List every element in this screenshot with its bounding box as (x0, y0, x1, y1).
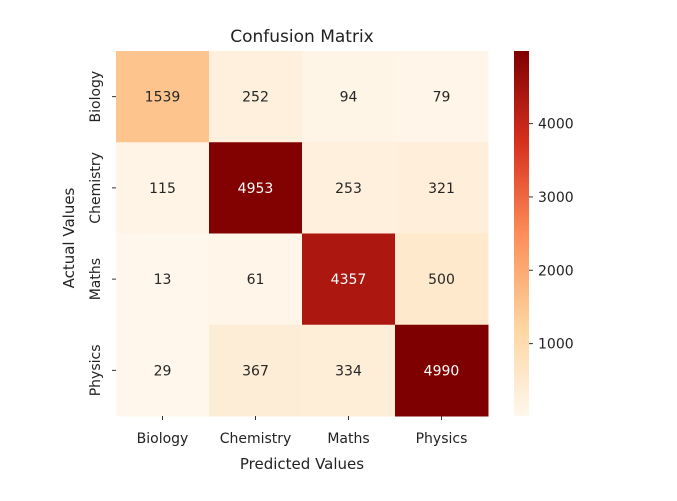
cell-value-label-0-0: 1539 (145, 90, 181, 106)
heatmap-cell-0-3 (395, 51, 489, 143)
heatmap-cell-0-2 (302, 51, 396, 143)
y-tick-label-3: Physics (88, 344, 104, 396)
heatmap-cell-2-0 (116, 233, 210, 326)
heatmap-cell-3-2 (302, 324, 396, 417)
y-axis-ticks: Biology Chemistry Maths Physics (88, 71, 116, 396)
heatmap-cell-1-2 (302, 142, 396, 234)
colorbar-tick-label-0: 1000 (538, 337, 574, 353)
colorbar-ticks: 1000 2000 3000 4000 (529, 117, 574, 353)
x-tick-label-2: Maths (327, 431, 369, 447)
heatmap-cell-1-0 (116, 142, 210, 234)
cell-value-label-3-0: 29 (154, 363, 172, 379)
x-tick-label-3: Physics (416, 431, 468, 447)
cell-value-label-1-1: 4953 (238, 181, 274, 197)
cell-value-label-0-3: 79 (433, 90, 451, 106)
y-tick-label-0: Biology (88, 71, 104, 123)
cell-value-label-0-2: 94 (340, 90, 358, 106)
cell-value-label-1-3: 321 (428, 181, 455, 197)
heatmap-cell-3-1 (209, 324, 303, 417)
cell-value-label-2-2: 4357 (331, 272, 367, 288)
heatmap-cell-0-1 (209, 51, 303, 143)
x-axis-label: Predicted Values (240, 455, 364, 473)
cell-value-label-2-0: 13 (154, 272, 172, 288)
y-tick-label-2: Maths (88, 258, 104, 300)
cell-value-label-2-3: 500 (428, 272, 455, 288)
heatmap-cell-2-2 (302, 233, 396, 326)
cell-value-label-0-1: 252 (242, 90, 269, 106)
heatmap-cell-2-3 (395, 233, 489, 326)
x-tick-label-0: Biology (137, 431, 189, 447)
heatmap-cell-0-0 (116, 51, 210, 143)
cell-value-label-3-3: 4990 (424, 363, 460, 379)
colorbar-tick-label-2: 3000 (538, 190, 574, 206)
y-axis-label: Actual Values (60, 187, 78, 288)
cell-value-label-3-1: 367 (242, 363, 269, 379)
colorbar (514, 51, 529, 416)
chart-title: Confusion Matrix (230, 27, 374, 47)
cell-value-label-3-2: 334 (335, 363, 362, 379)
heatmap-cell-1-1 (209, 142, 303, 234)
cell-value-label-2-1: 61 (247, 272, 265, 288)
colorbar-tick-label-1: 2000 (538, 263, 574, 279)
heatmap-cell-2-1 (209, 233, 303, 326)
cell-value-label-1-2: 253 (335, 181, 362, 197)
heatmap-cell-3-0 (116, 324, 210, 417)
heatmap-cells (116, 51, 489, 417)
heatmap-cell-3-3 (395, 324, 489, 417)
colorbar-tick-label-3: 4000 (538, 117, 574, 133)
cell-value-label-1-0: 115 (149, 181, 176, 197)
x-tick-label-1: Chemistry (220, 431, 292, 447)
x-axis-ticks: Biology Chemistry Maths Physics (137, 416, 468, 447)
heatmap-cell-1-3 (395, 142, 489, 234)
heatmap-cell-labels: 1539 252 94 79 115 4953 253 321 13 61 4357 500 29 367… (145, 90, 460, 380)
y-tick-label-1: Chemistry (88, 152, 104, 224)
